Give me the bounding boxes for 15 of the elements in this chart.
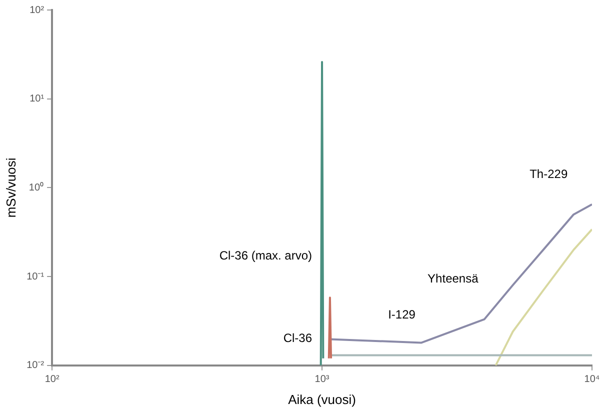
- y-tick-label: 10¹: [30, 94, 45, 105]
- annotation: Th-229: [530, 166, 568, 181]
- x-tick-label: 10³: [314, 374, 330, 386]
- y-tick-label: 10⁻¹: [26, 271, 45, 282]
- annotation: Cl-36 (max. arvo): [219, 248, 312, 262]
- y-tick-label: 10⁻²: [26, 360, 45, 372]
- annotation: I-129: [388, 308, 416, 322]
- y-axis-title: mSv/vuosi: [3, 158, 18, 218]
- x-tick-label: 10²: [44, 374, 60, 386]
- annotation: Cl-36: [283, 330, 312, 345]
- y-tick-label: 10²: [30, 4, 45, 16]
- x-axis-title: Aika (vuosi): [288, 392, 356, 407]
- x-tick-label: 10⁴: [584, 374, 600, 386]
- y-tick-label: 10⁰: [28, 181, 44, 194]
- annotation: Yhteensä: [428, 272, 479, 286]
